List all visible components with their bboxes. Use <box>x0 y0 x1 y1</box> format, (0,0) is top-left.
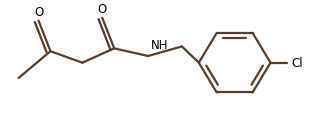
Text: O: O <box>98 3 107 16</box>
Text: Cl: Cl <box>291 57 303 70</box>
Text: NH: NH <box>151 39 169 52</box>
Text: O: O <box>34 6 43 19</box>
